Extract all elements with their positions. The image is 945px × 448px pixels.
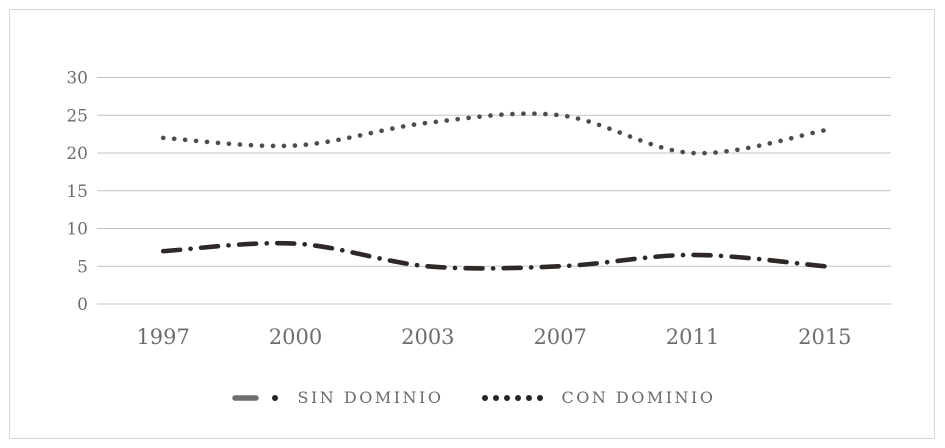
legend-item-sin-dominio: SIN DOMINIO [230,388,444,407]
y-tick-label-30: 30 [66,69,88,89]
series-line-con-dominio [160,111,828,156]
dash-dot-line-sample-icon [231,394,278,401]
series-line-sin-dominio [160,240,828,271]
y-tick-label-5: 5 [77,257,88,277]
x-tick-label-2000: 2000 [269,325,322,349]
y-tick-label-0: 0 [77,295,88,315]
y-axis-tick-labels: 0 5 10 15 20 25 30 [66,69,88,316]
horizontal-gridlines [97,77,891,305]
y-tick-label-15: 15 [66,182,88,202]
legend-label-con-dominio: CON DOMINIO [561,388,716,407]
y-tick-label-20: 20 [66,144,88,164]
x-tick-label-2003: 2003 [401,325,454,349]
series-lines [160,111,828,271]
round-dots-line-sample-icon [482,394,544,401]
y-tick-label-10: 10 [66,220,88,240]
y-tick-label-25: 25 [66,106,88,126]
legend: SIN DOMINIO CON DOMINIO [0,388,945,407]
legend-label-sin-dominio: SIN DOMINIO [297,388,444,407]
x-tick-label-2007: 2007 [533,325,586,349]
x-tick-label-1997: 1997 [136,325,189,349]
x-axis-tick-labels: 1997 2000 2003 2007 2011 2015 [136,325,851,349]
x-tick-label-2011: 2011 [666,325,719,349]
legend-item-con-dominio: CON DOMINIO [481,388,715,407]
x-tick-label-2015: 2015 [798,325,851,349]
